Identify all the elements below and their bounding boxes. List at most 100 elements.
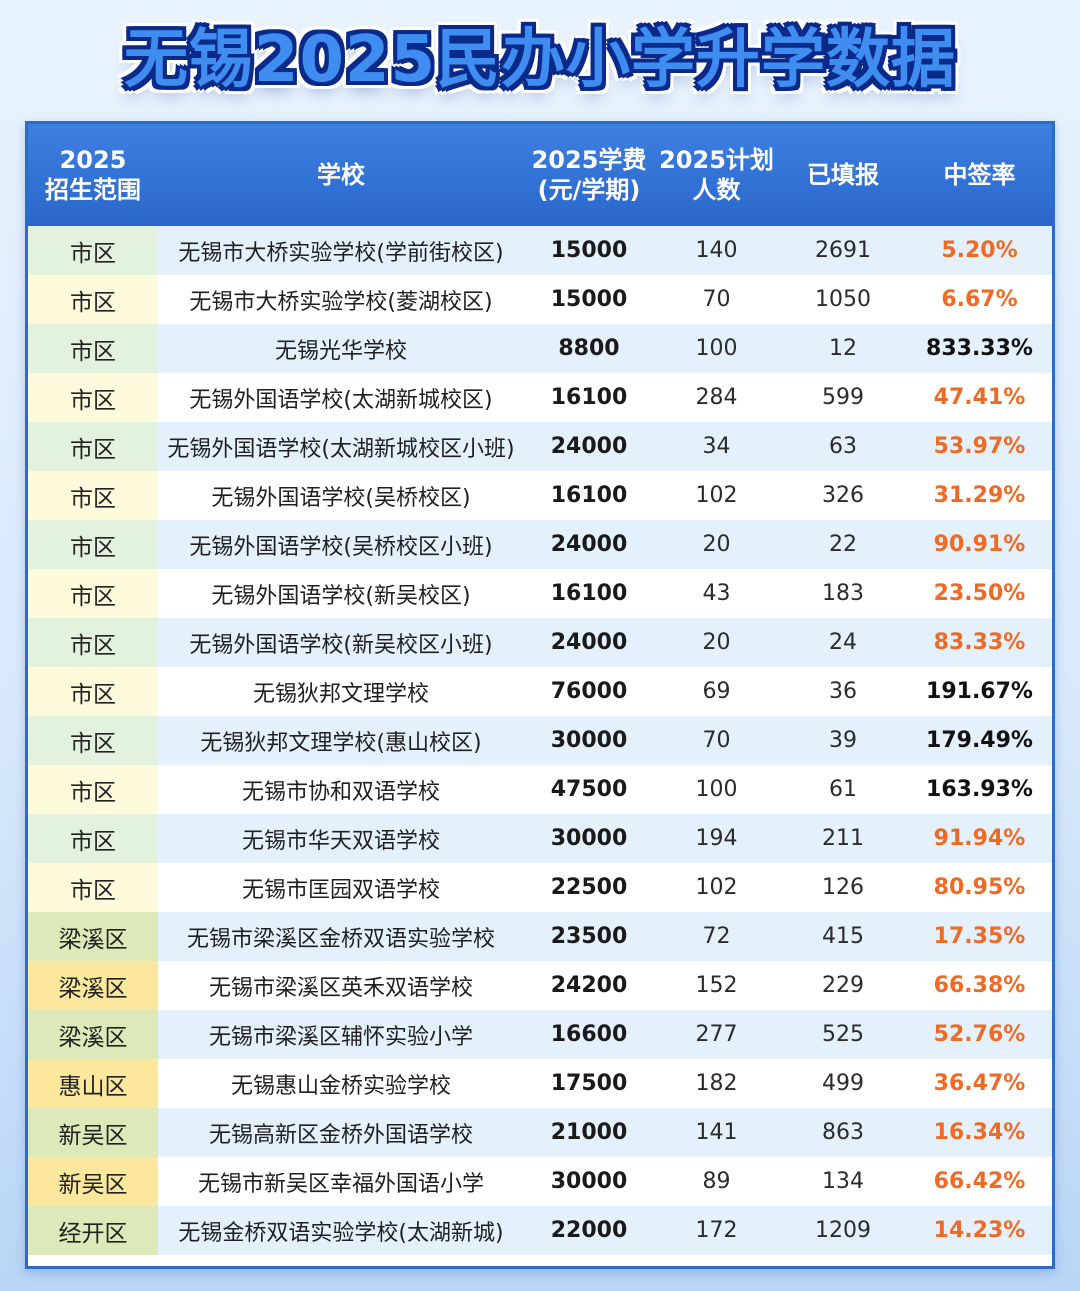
cell-fee: 24000 xyxy=(550,434,628,459)
cell-plan: 102 xyxy=(695,875,738,900)
table-row: 市区 无锡市协和双语学校 47500 100 61 163.93% xyxy=(28,765,1052,814)
row-values: 无锡市梁溪区辅怀实验小学 16600 277 525 52.76% xyxy=(158,1010,1052,1059)
header-plan: 2025计划 人数 xyxy=(659,146,774,204)
cell-rate: 163.93% xyxy=(926,777,1033,802)
header-school: 学校 xyxy=(317,161,365,189)
admission-table: 2025 招生范围 学校 2025学费 (元/学期) 2025计划 人数 已填报… xyxy=(25,121,1055,1269)
cell-region: 经开区 xyxy=(28,1206,158,1255)
cell-plan: 140 xyxy=(695,238,738,263)
cell-rate: 191.67% xyxy=(926,679,1033,704)
cell-applied: 499 xyxy=(822,1071,864,1096)
header-rate: 中签率 xyxy=(943,161,1016,189)
cell-fee: 76000 xyxy=(550,679,628,704)
cell-applied: 211 xyxy=(822,826,864,851)
row-values: 无锡外国语学校(新吴校区小班) 24000 20 24 83.33% xyxy=(158,618,1052,667)
cell-rate: 833.33% xyxy=(926,336,1033,361)
cell-fee: 47500 xyxy=(550,777,628,802)
cell-school: 无锡市梁溪区辅怀实验小学 xyxy=(208,1024,473,1050)
cell-region: 市区 xyxy=(28,373,158,422)
cell-rate: 6.67% xyxy=(941,287,1018,312)
cell-applied: 1050 xyxy=(815,287,871,312)
row-values: 无锡市梁溪区金桥双语实验学校 23500 72 415 17.35% xyxy=(158,912,1052,961)
cell-region: 梁溪区 xyxy=(28,961,158,1010)
cell-plan: 141 xyxy=(695,1120,738,1145)
cell-school: 无锡光华学校 xyxy=(274,338,407,364)
table-row: 市区 无锡市匡园双语学校 22500 102 126 80.95% xyxy=(28,863,1052,912)
cell-fee: 30000 xyxy=(550,728,628,753)
cell-region: 新吴区 xyxy=(28,1108,158,1157)
cell-region: 市区 xyxy=(28,324,158,373)
cell-fee: 22000 xyxy=(550,1218,628,1243)
table-row: 市区 无锡狄邦文理学校 76000 69 36 191.67% xyxy=(28,667,1052,716)
cell-plan: 20 xyxy=(702,630,731,655)
cell-fee: 22500 xyxy=(550,875,628,900)
cell-fee: 16100 xyxy=(550,385,628,410)
row-values: 无锡外国语学校(吴桥校区) 16100 102 326 31.29% xyxy=(158,471,1052,520)
cell-applied: 24 xyxy=(829,630,857,655)
cell-fee: 24200 xyxy=(550,973,628,998)
cell-rate: 66.38% xyxy=(933,973,1026,998)
cell-region: 市区 xyxy=(28,863,158,912)
cell-school: 无锡金桥双语实验学校(太湖新城) xyxy=(178,1220,504,1246)
table-row: 惠山区 无锡惠山金桥实验学校 17500 182 499 36.47% xyxy=(28,1059,1052,1108)
row-values: 无锡惠山金桥实验学校 17500 182 499 36.47% xyxy=(158,1059,1052,1108)
cell-rate: 179.49% xyxy=(926,728,1033,753)
cell-region: 市区 xyxy=(28,618,158,667)
cell-fee: 24000 xyxy=(550,532,628,557)
cell-school: 无锡市新吴区幸福外国语小学 xyxy=(197,1171,484,1197)
cell-school: 无锡高新区金桥外国语学校 xyxy=(208,1122,473,1148)
cell-fee: 16100 xyxy=(550,483,628,508)
table-row: 市区 无锡外国语学校(吴桥校区小班) 24000 20 22 90.91% xyxy=(28,520,1052,569)
cell-plan: 34 xyxy=(702,434,731,459)
cell-fee: 30000 xyxy=(550,1169,628,1194)
cell-plan: 194 xyxy=(695,826,738,851)
row-values: 无锡光华学校 8800 100 12 833.33% xyxy=(158,324,1052,373)
header-fee: 2025学费 (元/学期) xyxy=(531,146,647,204)
cell-region: 市区 xyxy=(28,716,158,765)
cell-fee: 23500 xyxy=(550,924,628,949)
cell-rate: 80.95% xyxy=(933,875,1026,900)
row-values: 无锡高新区金桥外国语学校 21000 141 863 16.34% xyxy=(158,1108,1052,1157)
cell-school: 无锡市梁溪区英禾双语学校 xyxy=(208,975,473,1001)
cell-plan: 152 xyxy=(695,973,738,998)
cell-region: 市区 xyxy=(28,814,158,863)
cell-rate: 90.91% xyxy=(933,532,1026,557)
cell-region: 梁溪区 xyxy=(28,1010,158,1059)
cell-applied: 36 xyxy=(829,679,857,704)
cell-rate: 5.20% xyxy=(941,238,1018,263)
cell-region: 市区 xyxy=(28,520,158,569)
row-values: 无锡市大桥实验学校(菱湖校区) 15000 70 1050 6.67% xyxy=(158,275,1052,324)
cell-school: 无锡市匡园双语学校 xyxy=(241,877,440,903)
cell-rate: 91.94% xyxy=(933,826,1026,851)
cell-rate: 53.97% xyxy=(933,434,1026,459)
cell-applied: 12 xyxy=(829,336,857,361)
cell-plan: 89 xyxy=(702,1169,731,1194)
cell-rate: 16.34% xyxy=(933,1120,1026,1145)
table-row: 市区 无锡外国语学校(吴桥校区) 16100 102 326 31.29% xyxy=(28,471,1052,520)
cell-fee: 30000 xyxy=(550,826,628,851)
cell-school: 无锡市大桥实验学校(学前街校区) xyxy=(178,240,504,266)
cell-rate: 17.35% xyxy=(933,924,1026,949)
cell-fee: 17500 xyxy=(550,1071,628,1096)
cell-school: 无锡外国语学校(新吴校区) xyxy=(211,583,471,609)
row-values: 无锡市梁溪区英禾双语学校 24200 152 229 66.38% xyxy=(158,961,1052,1010)
row-values: 无锡外国语学校(吴桥校区小班) 24000 20 22 90.91% xyxy=(158,520,1052,569)
cell-rate: 23.50% xyxy=(933,581,1026,606)
cell-fee: 24000 xyxy=(550,630,628,655)
row-values: 无锡狄邦文理学校(惠山校区) 30000 70 39 179.49% xyxy=(158,716,1052,765)
cell-region: 惠山区 xyxy=(28,1059,158,1108)
table-row: 经开区 无锡金桥双语实验学校(太湖新城) 22000 172 1209 14.23% xyxy=(28,1206,1052,1255)
header-applied: 已填报 xyxy=(807,161,879,189)
cell-school: 无锡外国语学校(新吴校区小班) xyxy=(189,632,493,658)
table-row: 市区 无锡市大桥实验学校(学前街校区) 15000 140 2691 5.20% xyxy=(28,226,1052,275)
row-values: 无锡金桥双语实验学校(太湖新城) 22000 172 1209 14.23% xyxy=(158,1206,1052,1255)
cell-plan: 277 xyxy=(695,1022,738,1047)
cell-school: 无锡外国语学校(太湖新城校区) xyxy=(189,387,493,413)
table-row: 新吴区 无锡市新吴区幸福外国语小学 30000 89 134 66.42% xyxy=(28,1157,1052,1206)
cell-rate: 36.47% xyxy=(933,1071,1026,1096)
cell-applied: 415 xyxy=(822,924,864,949)
table-row: 市区 无锡狄邦文理学校(惠山校区) 30000 70 39 179.49% xyxy=(28,716,1052,765)
table-row: 市区 无锡外国语学校(新吴校区小班) 24000 20 24 83.33% xyxy=(28,618,1052,667)
cell-region: 市区 xyxy=(28,226,158,275)
table-header: 2025 招生范围 学校 2025学费 (元/学期) 2025计划 人数 已填报… xyxy=(28,124,1052,226)
